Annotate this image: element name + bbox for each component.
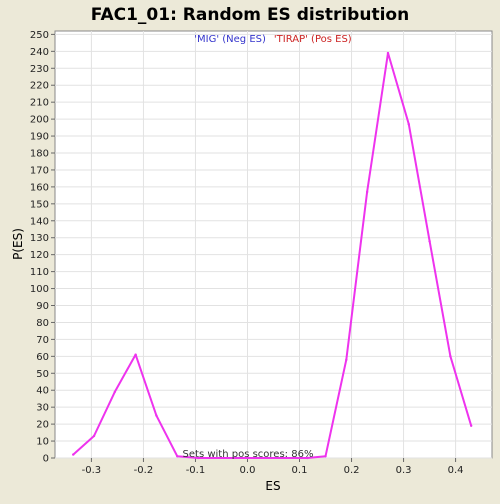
x-axis-label: ES	[265, 479, 280, 493]
y-tick-label: 250	[30, 30, 49, 41]
x-tick-label: -0.3	[82, 465, 102, 476]
y-tick-label: 30	[36, 403, 49, 414]
data-point	[176, 455, 179, 458]
data-point	[407, 122, 410, 126]
data-point	[72, 453, 75, 456]
y-tick-label: 50	[36, 369, 49, 380]
annotation-sets-pos-scores: Sets with pos scores: 86%	[183, 449, 314, 460]
chart-title: FAC1_01: Random ES distribution	[91, 5, 409, 25]
grid-lines	[55, 31, 492, 459]
legend: 'MIG' (Neg ES) 'TIRAP' (Pos ES)	[194, 34, 352, 45]
y-tick-label: 80	[36, 318, 49, 329]
data-point	[306, 456, 309, 460]
y-tick-label: 40	[36, 386, 49, 397]
y-tick-label: 90	[36, 301, 49, 312]
data-point	[469, 424, 473, 428]
y-tick-label: 180	[30, 149, 49, 160]
y-tick-label: 60	[36, 352, 49, 363]
legend-entry-neg: 'MIG' (Neg ES)	[194, 34, 266, 45]
y-tick-label: 150	[30, 199, 49, 210]
data-point	[365, 190, 369, 194]
data-point	[113, 390, 117, 394]
x-tick-label: 0.4	[448, 465, 464, 476]
x-tick-label: 0.1	[292, 465, 308, 476]
y-tick-label: 240	[30, 47, 49, 58]
x-tick-label: -0.1	[186, 465, 206, 476]
y-tick-label: 120	[30, 250, 49, 261]
y-tick-label: 230	[30, 64, 49, 75]
y-tick-label: 20	[36, 420, 49, 431]
y-tick-label: 200	[30, 115, 49, 126]
y-tick-label: 170	[30, 165, 49, 176]
data-point	[134, 353, 137, 356]
data-point	[92, 434, 96, 438]
data-point	[155, 414, 158, 417]
y-tick-label: 220	[30, 81, 49, 92]
y-tick-label: 130	[30, 233, 49, 244]
y-tick-label: 160	[30, 182, 49, 193]
y-tick-label: 210	[30, 98, 49, 109]
y-tick-label: 190	[30, 132, 49, 143]
series-layer	[72, 51, 473, 460]
data-point	[324, 455, 327, 458]
x-tick-label: 0.0	[240, 465, 256, 476]
y-tick-label: 10	[36, 437, 49, 448]
y-tick-label: 70	[36, 335, 49, 346]
data-point	[449, 355, 452, 358]
legend-entry-pos: 'TIRAP' (Pos ES)	[274, 34, 352, 45]
series-line	[72, 52, 473, 459]
y-tick-label: 110	[30, 267, 49, 278]
data-point	[386, 51, 390, 55]
x-tick-label: 0.3	[396, 465, 412, 476]
y-tick-label: 0	[43, 454, 49, 465]
plot-area	[54, 30, 493, 459]
y-axis-ticks: 0 10 20 30 40 50 60 70 80 90 100 110 120 130 140 150 160…	[30, 30, 55, 465]
data-point	[345, 358, 348, 361]
y-tick-label: 140	[30, 216, 49, 227]
x-tick-label: 0.2	[344, 465, 360, 476]
x-tick-label: -0.2	[134, 465, 154, 476]
y-axis-label: P(ES)	[11, 228, 25, 260]
data-point	[196, 456, 200, 460]
data-point	[428, 239, 431, 243]
y-tick-label: 100	[30, 284, 49, 295]
